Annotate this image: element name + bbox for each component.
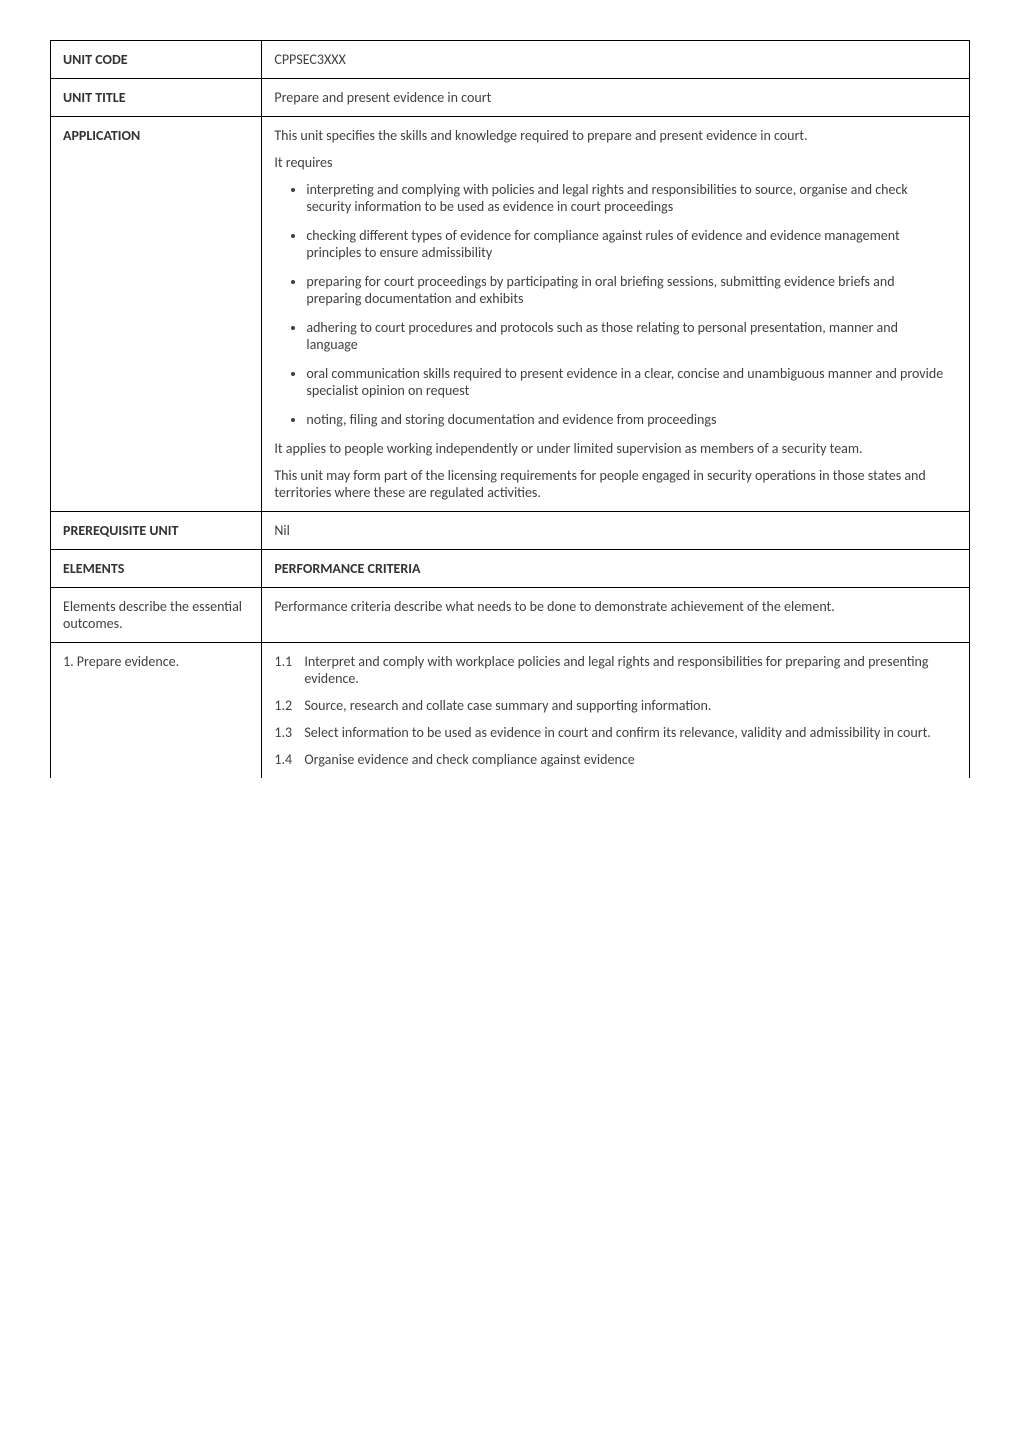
application-intro-plain: This unit specifies the skills and knowl… bbox=[274, 127, 572, 144]
application-label: APPLICATION bbox=[51, 117, 262, 512]
application-bullet: interpreting and complying with policies… bbox=[306, 181, 957, 215]
criteria-num: 1.4 bbox=[274, 751, 304, 768]
unit-spec-table: UNIT CODE CPPSEC3XXX UNIT TITLE Prepare … bbox=[50, 40, 970, 778]
application-bullet: checking different types of evidence for… bbox=[306, 227, 957, 261]
elements-desc-left: Elements describe the essential outcomes… bbox=[51, 588, 262, 643]
application-bullet: noting, filing and storing documentation… bbox=[306, 411, 957, 428]
criteria-text: Select information to be used as evidenc… bbox=[304, 724, 957, 741]
row-unit-code: UNIT CODE CPPSEC3XXX bbox=[51, 41, 970, 79]
application-intro: This unit specifies the skills and knowl… bbox=[274, 127, 957, 144]
application-bullet: adhering to court procedures and protoco… bbox=[306, 319, 957, 353]
criteria-item: 1.2 Source, research and collate case su… bbox=[274, 697, 957, 714]
prerequisite-value: Nil bbox=[262, 512, 970, 550]
elements-desc-right: Performance criteria describe what needs… bbox=[262, 588, 970, 643]
application-content: This unit specifies the skills and knowl… bbox=[262, 117, 970, 512]
unit-code-label: UNIT CODE bbox=[51, 41, 262, 79]
row-element-1: 1. Prepare evidence. 1.1 Interpret and c… bbox=[51, 643, 970, 779]
criteria-item: 1.4 Organise evidence and check complian… bbox=[274, 751, 957, 768]
application-para2: This unit may form part of the licensing… bbox=[274, 467, 957, 501]
row-application: APPLICATION This unit specifies the skil… bbox=[51, 117, 970, 512]
criteria-text: Source, research and collate case summar… bbox=[304, 697, 957, 714]
unit-code-value: CPPSEC3XXX bbox=[262, 41, 970, 79]
application-requires: It requires bbox=[274, 154, 957, 171]
element-1-criteria: 1.1 Interpret and comply with workplace … bbox=[262, 643, 970, 779]
unit-title-value: Prepare and present evidence in court bbox=[262, 79, 970, 117]
criteria-num: 1.3 bbox=[274, 724, 304, 741]
elements-header-left: ELEMENTS bbox=[51, 550, 262, 588]
criteria-num: 1.2 bbox=[274, 697, 304, 714]
application-bullets: interpreting and complying with policies… bbox=[274, 181, 957, 428]
criteria-num: 1.1 bbox=[274, 653, 304, 687]
row-prerequisite: PREREQUISITE UNIT Nil bbox=[51, 512, 970, 550]
row-unit-title: UNIT TITLE Prepare and present evidence … bbox=[51, 79, 970, 117]
application-bullet: oral communication skills required to pr… bbox=[306, 365, 957, 399]
application-intro-bold: to prepare and present evidence in court… bbox=[572, 127, 808, 144]
criteria-item: 1.1 Interpret and comply with workplace … bbox=[274, 653, 957, 687]
criteria-item: 1.3 Select information to be used as evi… bbox=[274, 724, 957, 741]
criteria-text: Interpret and comply with workplace poli… bbox=[304, 653, 957, 687]
application-bullet: preparing for court proceedings by parti… bbox=[306, 273, 957, 307]
row-elements-desc: Elements describe the essential outcomes… bbox=[51, 588, 970, 643]
row-elements-header: ELEMENTS PERFORMANCE CRITERIA bbox=[51, 550, 970, 588]
prerequisite-label: PREREQUISITE UNIT bbox=[51, 512, 262, 550]
unit-title-label: UNIT TITLE bbox=[51, 79, 262, 117]
elements-header-right: PERFORMANCE CRITERIA bbox=[262, 550, 970, 588]
criteria-text: Organise evidence and check compliance a… bbox=[304, 751, 957, 768]
application-para1: It applies to people working independent… bbox=[274, 440, 957, 457]
element-1-label: 1. Prepare evidence. bbox=[51, 643, 262, 779]
